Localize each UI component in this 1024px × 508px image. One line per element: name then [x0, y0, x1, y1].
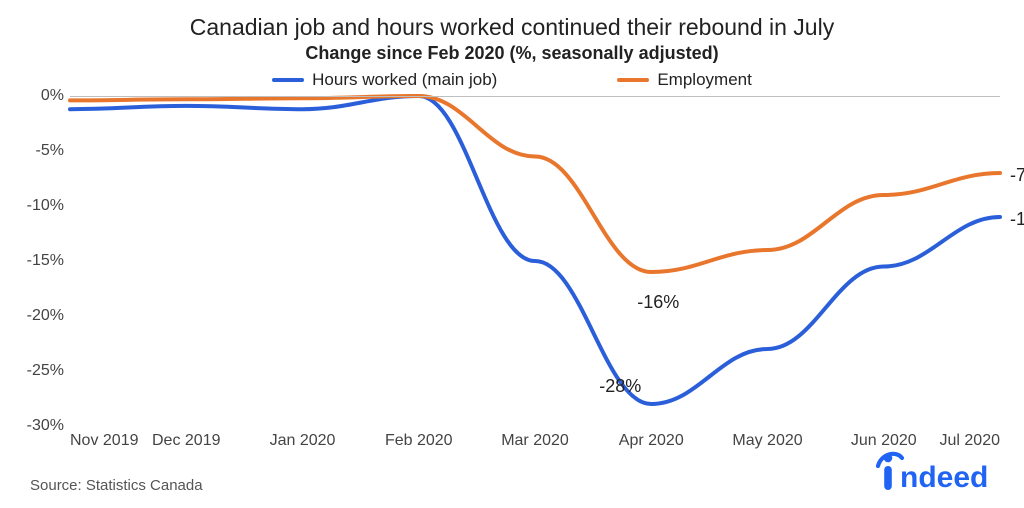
indeed-logo: ndeed: [874, 449, 994, 498]
y-tick-label: -25%: [27, 362, 64, 380]
source-text: Source: Statistics Canada: [30, 477, 203, 494]
data-point-label: -28%: [599, 376, 641, 397]
chart-container: Canadian job and hours worked continued …: [0, 0, 1024, 508]
data-point-label: -7%: [1010, 165, 1024, 186]
y-tick-label: -30%: [27, 417, 64, 435]
legend: Hours worked (main job) Employment: [30, 70, 994, 90]
svg-text:ndeed: ndeed: [900, 461, 988, 493]
chart-subtitle: Change since Feb 2020 (%, seasonally adj…: [30, 43, 994, 64]
x-tick-label: Mar 2020: [501, 432, 569, 450]
legend-item-employment: Employment: [617, 70, 751, 90]
x-tick-label: Apr 2020: [619, 432, 684, 450]
line-hours: [70, 96, 1000, 404]
y-tick-label: -20%: [27, 307, 64, 325]
data-point-label: -11%: [1010, 209, 1024, 230]
plot-area: 0%-5%-10%-15%-20%-25%-30%Nov 2019Dec 201…: [70, 96, 1000, 426]
chart-title: Canadian job and hours worked continued …: [30, 14, 994, 41]
x-tick-label: Feb 2020: [385, 432, 453, 450]
y-tick-label: 0%: [41, 87, 64, 105]
line-employment: [70, 96, 1000, 272]
y-tick-label: -10%: [27, 197, 64, 215]
x-axis-labels: Nov 2019 Dec 2019 Jan 2020 Feb 2020 Mar 2020…: [70, 432, 1000, 452]
x-tick-label: Dec 2019: [152, 432, 221, 450]
line-layer: [70, 96, 1000, 426]
x-tick-label: Jul 2020: [940, 432, 1001, 450]
legend-swatch-hours: [272, 78, 304, 82]
data-point-label: -16%: [637, 292, 679, 313]
x-tick-label: May 2020: [732, 432, 802, 450]
legend-label-hours: Hours worked (main job): [312, 70, 497, 90]
y-tick-label: -5%: [36, 142, 64, 160]
x-tick-label: Jun 2020: [851, 432, 917, 450]
x-tick-label: Jan 2020: [270, 432, 336, 450]
legend-item-hours: Hours worked (main job): [272, 70, 497, 90]
legend-swatch-employment: [617, 78, 649, 82]
legend-label-employment: Employment: [657, 70, 751, 90]
y-tick-label: -15%: [27, 252, 64, 270]
x-tick-label: Nov 2019: [70, 432, 139, 450]
zero-gridline: [70, 96, 1000, 97]
